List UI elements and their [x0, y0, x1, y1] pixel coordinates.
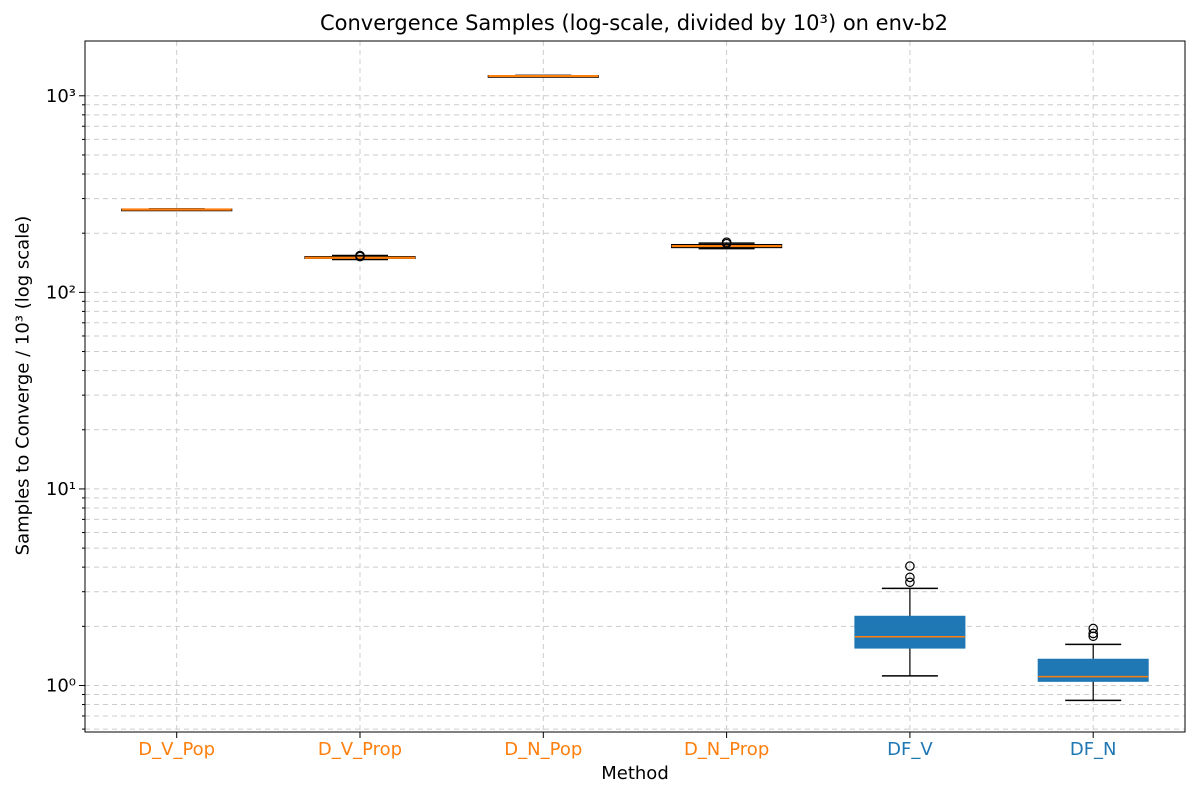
outlier-point: [905, 577, 915, 588]
y-tick-label: 10³: [46, 86, 76, 107]
x-tick-label: DF_N: [1070, 739, 1117, 760]
x-tick-label: DF_V: [887, 739, 933, 760]
chart-title: Convergence Samples (log-scale, divided …: [319, 11, 949, 35]
outlier-point: [1088, 628, 1098, 639]
outlier-point: [1088, 631, 1098, 642]
box: [854, 615, 966, 649]
outlier-point: [905, 561, 915, 571]
x-tick-label: D_N_Pop: [504, 739, 582, 760]
x-tick-label: D_V_Pop: [138, 739, 215, 760]
y-tick-label: 10¹: [46, 479, 76, 500]
axes-frame: [84, 40, 1186, 733]
y-axis-label: Samples to Converge / 10³ (log scale): [12, 215, 34, 556]
x-axis-label: Method: [601, 763, 669, 784]
outlier-point: [355, 250, 365, 261]
y-tick-label: 10²: [46, 282, 76, 303]
x-tick-label: D_V_Prop: [318, 739, 402, 760]
outlier-point: [905, 572, 915, 583]
x-tick-label: D_N_Prop: [684, 739, 769, 760]
y-tick-label: 10⁰: [46, 675, 76, 696]
outlier-point: [1088, 623, 1098, 634]
box: [1037, 658, 1149, 682]
outlier-point: [721, 237, 732, 247]
